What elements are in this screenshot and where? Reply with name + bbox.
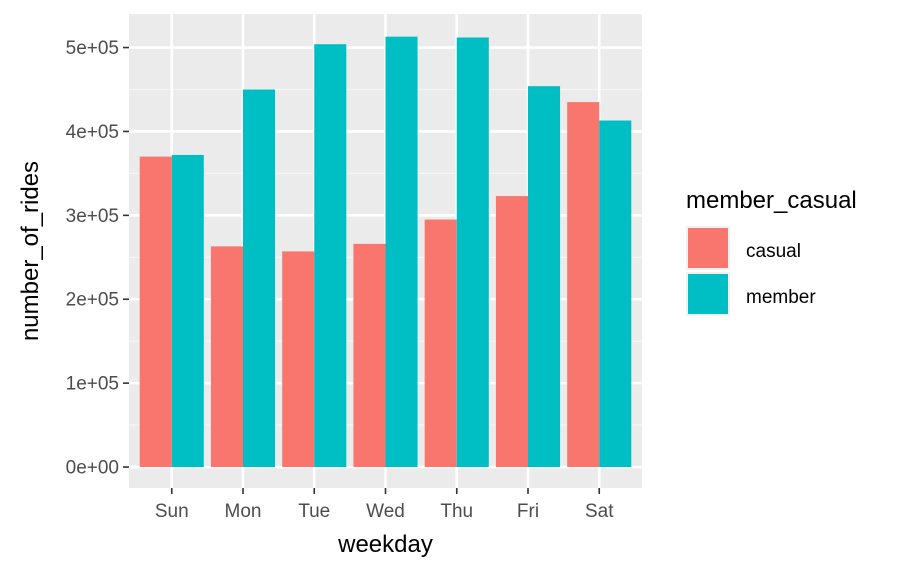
y-tick-label: 5e+05: [66, 38, 119, 59]
y-axis-title: number_of_rides: [17, 161, 44, 341]
y-tick-label: 4e+05: [66, 122, 119, 143]
y-axis: 0e+00 1e+05 2e+05 3e+05 4e+05 5e+05: [66, 38, 129, 479]
y-tick-label: 2e+05: [66, 290, 119, 311]
bar-casual-sun: [139, 156, 172, 468]
bar-casual-fri: [495, 196, 528, 468]
y-tick-label: 1e+05: [66, 374, 119, 395]
bar-casual-wed: [353, 243, 386, 468]
bar-member-tue: [314, 44, 347, 468]
bar-member-mon: [243, 89, 276, 468]
bar-member-thu: [456, 37, 489, 468]
bar-member-wed: [385, 36, 418, 468]
bars: [139, 36, 632, 468]
x-tick-label: Tue: [298, 501, 330, 522]
bar-casual-tue: [282, 251, 315, 468]
x-tick-label: Wed: [366, 501, 405, 522]
x-tick-label: Sun: [155, 501, 189, 522]
bar-casual-mon: [210, 246, 243, 468]
legend-title: member_casual: [686, 187, 857, 214]
x-tick-label: Thu: [440, 501, 473, 522]
x-tick-label: Sat: [585, 501, 614, 522]
x-axis: Sun Mon Tue Wed Thu Fri Sat: [155, 488, 614, 522]
bar-member-sat: [599, 120, 632, 468]
legend-label-member: member: [746, 287, 816, 308]
x-tick-label: Mon: [225, 501, 262, 522]
y-tick-label: 3e+05: [66, 206, 119, 227]
bar-casual-thu: [424, 219, 457, 468]
x-axis-title: weekday: [337, 531, 433, 558]
legend-label-casual: casual: [746, 241, 801, 262]
bar-casual-sat: [567, 102, 600, 468]
bar-member-fri: [528, 86, 561, 468]
x-tick-label: Fri: [517, 501, 539, 522]
y-tick-label: 0e+00: [66, 458, 119, 479]
legend-swatch-member: [688, 274, 728, 314]
legend-swatch-casual: [688, 228, 728, 268]
bar-member-sun: [171, 154, 204, 468]
legend: member_casual casual member: [686, 187, 857, 316]
